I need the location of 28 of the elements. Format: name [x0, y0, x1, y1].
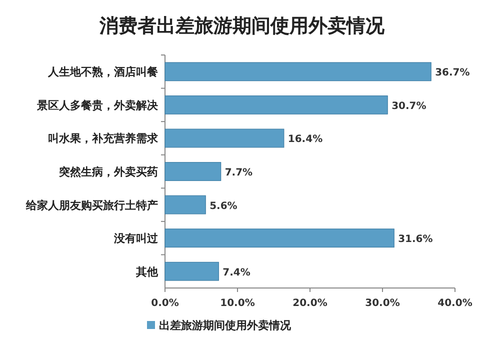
y-tick-label: 景区人多餐贵，外卖解决 — [36, 98, 159, 112]
data-label: 16.4% — [288, 134, 323, 146]
bar — [164, 95, 388, 114]
y-tick-label: 叫水果，补充营养需求 — [48, 132, 159, 146]
data-label: 31.6% — [398, 234, 433, 246]
x-tick-label: 30.0% — [365, 298, 400, 309]
data-label: 5.6% — [210, 200, 238, 212]
legend-label: 出差旅游期间使用外卖情况 — [159, 319, 292, 332]
y-tick-label: 突然生病，外卖买药 — [58, 166, 158, 178]
bar — [164, 128, 284, 148]
bar — [164, 228, 394, 248]
y-tick-label: 人生地不熟，酒店叫餐 — [47, 66, 158, 79]
x-tick-label: 10.0% — [220, 298, 255, 309]
data-label: 7.7% — [224, 168, 253, 178]
y-tick-label: 给家人朋友购买旅行土特产 — [25, 198, 158, 212]
y-tick-label: 其他 — [135, 265, 159, 278]
bar — [164, 62, 432, 82]
y-tick-label: 没有叫过 — [113, 232, 159, 246]
x-tick-label: 20.0% — [292, 298, 328, 309]
x-tick-label: 40.0% — [438, 298, 472, 309]
bar — [164, 195, 206, 214]
data-label: 36.7% — [435, 68, 470, 79]
x-tick-label: 0.0% — [151, 298, 179, 309]
bar — [164, 162, 222, 181]
data-label: 30.7% — [392, 100, 426, 112]
bar — [164, 262, 219, 281]
data-label: 7.4% — [222, 267, 250, 278]
chart-title: 消费者出差旅游期间使用外卖情况 — [98, 15, 386, 37]
